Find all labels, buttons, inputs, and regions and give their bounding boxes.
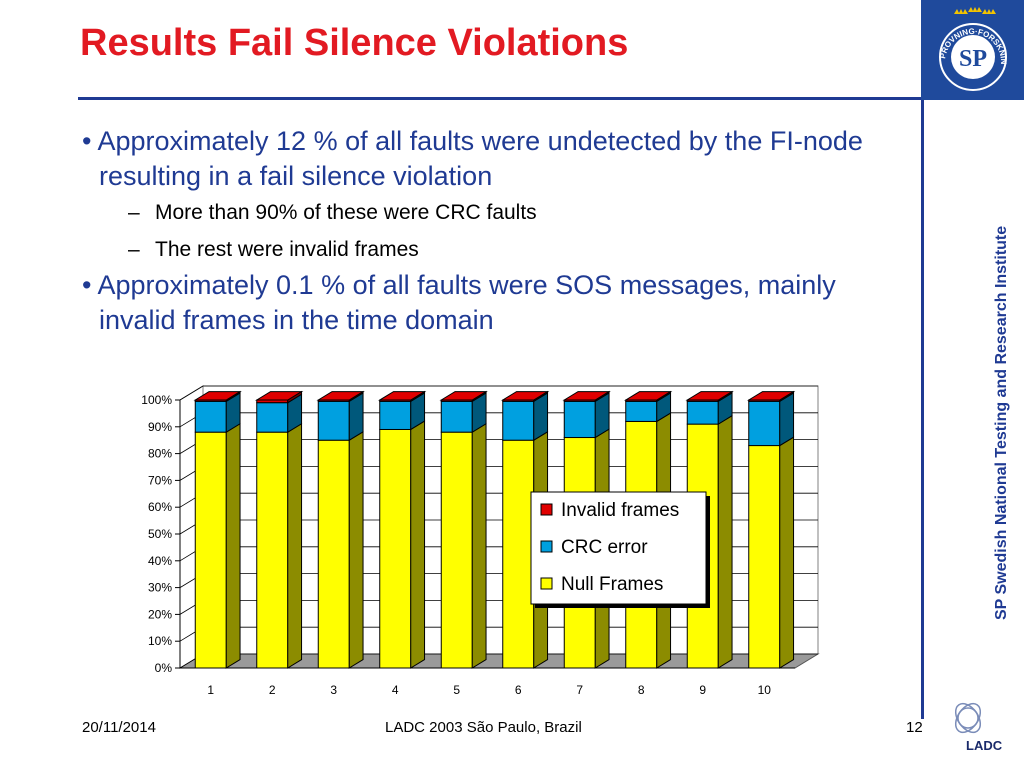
bar-segment [440, 400, 473, 433]
y-tick-label: 10% [148, 634, 172, 648]
x-tick-label: 7 [576, 683, 583, 697]
bullet-1-text: Approximately 12 % of all faults were un… [97, 126, 863, 191]
legend-label: Invalid frames [561, 500, 679, 521]
bar-top [500, 391, 550, 401]
bar-segment [194, 431, 227, 669]
bar-segment [256, 402, 289, 433]
y-tick-label: 50% [148, 527, 172, 541]
crown-icon [968, 7, 982, 12]
bar-segment-side [410, 420, 426, 669]
ladc-logo-mark: LADC [954, 702, 1003, 753]
x-tick-label: 1 [207, 683, 214, 697]
legend-label: CRC error [561, 537, 648, 558]
legend-label: Null Frames [561, 574, 663, 595]
bar-segment [502, 439, 535, 669]
bar-segment [748, 445, 781, 669]
y-tick-label: 70% [148, 473, 172, 487]
footer-page-number: 12 [906, 719, 923, 736]
bar-segment [379, 400, 412, 430]
x-tick-label: 4 [392, 683, 399, 697]
legend-swatch [540, 577, 553, 590]
y-gridline [179, 385, 818, 401]
bar-top [377, 391, 427, 401]
x-tick-label: 5 [453, 683, 460, 697]
sp-logo-mark: SP PROVNING·FORSKNING [918, 0, 1008, 91]
x-tick-label: 2 [269, 683, 276, 697]
y-tick-label: 100% [141, 393, 172, 407]
y-tick-label: 80% [148, 447, 172, 461]
bar-segment [748, 400, 781, 447]
bullet-list: • Approximately 12 % of all faults were … [82, 124, 912, 338]
y-tick-label: 20% [148, 607, 172, 621]
x-tick-label: 6 [515, 683, 522, 697]
crown-icon [954, 9, 968, 14]
ladc-text: LADC [966, 738, 1003, 753]
title-divider [78, 97, 924, 100]
sub-bullet-2: – The rest were invalid frames [128, 238, 419, 261]
bar-segment-side [779, 392, 795, 447]
sub-bullet-2-text: The rest were invalid frames [155, 238, 419, 261]
page-title: Results Fail Silence Violations [80, 22, 629, 64]
sub-bullet-1: – More than 90% of these were CRC faults [128, 201, 537, 224]
bar-segment [563, 400, 596, 439]
legend-swatch [540, 540, 553, 553]
x-tick-label: 9 [699, 683, 706, 697]
bar-segment-side [779, 436, 795, 669]
bar-top [254, 391, 304, 401]
bar-segment [256, 431, 289, 669]
crown-icon [982, 9, 996, 14]
ladc-logo: LADC [944, 700, 1014, 762]
y-tick-label: 30% [148, 581, 172, 595]
y-tick-label: 90% [148, 420, 172, 434]
bar-top [316, 391, 365, 401]
bar-segment-side [717, 414, 733, 669]
x-tick-label: 10 [758, 683, 772, 697]
knot-icon [954, 702, 982, 734]
bar-segment [625, 400, 658, 422]
legend-swatch [540, 503, 553, 516]
bar-top [623, 391, 673, 401]
y-tick-label: 60% [148, 500, 172, 514]
legend-box [530, 491, 707, 605]
bar-segment [194, 400, 227, 433]
bar-top [562, 391, 611, 401]
bar-top [439, 391, 488, 401]
x-tick-label: 8 [638, 683, 645, 697]
bar-top [685, 391, 734, 401]
bar-segment [686, 400, 719, 425]
bar-segment [317, 439, 350, 669]
bar-segment-side [225, 422, 241, 669]
y-tick-label: 0% [155, 661, 173, 675]
bullet-2: • Approximately 0.1 % of all faults were… [82, 270, 836, 335]
y-tick-label: 40% [148, 554, 172, 568]
bar-top [193, 391, 242, 401]
bar-segment [379, 428, 412, 669]
bullet-1: • Approximately 12 % of all faults were … [82, 126, 863, 191]
side-divider [921, 97, 924, 719]
footer-date: 20/11/2014 [82, 719, 156, 736]
sp-initials: SP [959, 46, 987, 72]
bar-segment-side [287, 422, 303, 669]
x-tick-label: 3 [330, 683, 337, 697]
bar-segment-side [348, 430, 364, 669]
bullet-2-text: Approximately 0.1 % of all faults were S… [97, 270, 836, 335]
sp-logo: SP PROVNING·FORSKNING [918, 0, 1024, 100]
bar-segment [502, 400, 535, 441]
bar-segment [317, 400, 350, 441]
footer-center: LADC 2003 São Paulo, Brazil [385, 719, 582, 736]
sub-bullet-1-text: More than 90% of these were CRC faults [155, 201, 537, 224]
bar-segment-side [471, 422, 487, 669]
bar-top [746, 391, 796, 401]
crown-icons [954, 7, 996, 14]
bar-segment [440, 431, 473, 669]
